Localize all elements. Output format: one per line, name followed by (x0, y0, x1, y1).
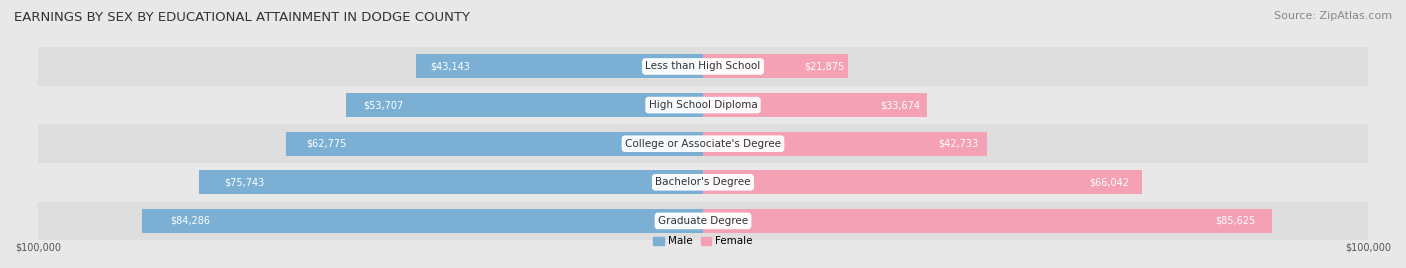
Text: High School Diploma: High School Diploma (648, 100, 758, 110)
Bar (142, 209, 703, 233)
Bar (285, 132, 703, 156)
Text: $85,625: $85,625 (1215, 216, 1256, 226)
Text: Graduate Degree: Graduate Degree (658, 216, 748, 226)
Text: $84,286: $84,286 (170, 216, 211, 226)
Text: EARNINGS BY SEX BY EDUCATIONAL ATTAINMENT IN DODGE COUNTY: EARNINGS BY SEX BY EDUCATIONAL ATTAINMEN… (14, 11, 470, 24)
Legend: Male, Female: Male, Female (650, 232, 756, 251)
Text: $53,707: $53,707 (364, 100, 404, 110)
Bar (38, 202, 1368, 240)
Text: College or Associate's Degree: College or Associate's Degree (626, 139, 780, 149)
Bar (703, 132, 987, 156)
Bar (703, 170, 1142, 194)
Text: $33,674: $33,674 (880, 100, 920, 110)
Text: Bachelor's Degree: Bachelor's Degree (655, 177, 751, 187)
Bar (416, 54, 703, 79)
Bar (38, 47, 1368, 86)
Text: $43,143: $43,143 (430, 61, 471, 72)
Bar (703, 93, 927, 117)
Text: Less than High School: Less than High School (645, 61, 761, 72)
Text: $21,875: $21,875 (804, 61, 844, 72)
Bar (38, 124, 1368, 163)
Bar (38, 163, 1368, 202)
Bar (200, 170, 703, 194)
Text: $66,042: $66,042 (1090, 177, 1129, 187)
Bar (38, 86, 1368, 124)
Text: $62,775: $62,775 (307, 139, 347, 149)
Bar (346, 93, 703, 117)
Bar (703, 54, 848, 79)
Bar (703, 209, 1272, 233)
Text: Source: ZipAtlas.com: Source: ZipAtlas.com (1274, 11, 1392, 21)
Text: $75,743: $75,743 (225, 177, 264, 187)
Text: $42,733: $42,733 (939, 139, 979, 149)
